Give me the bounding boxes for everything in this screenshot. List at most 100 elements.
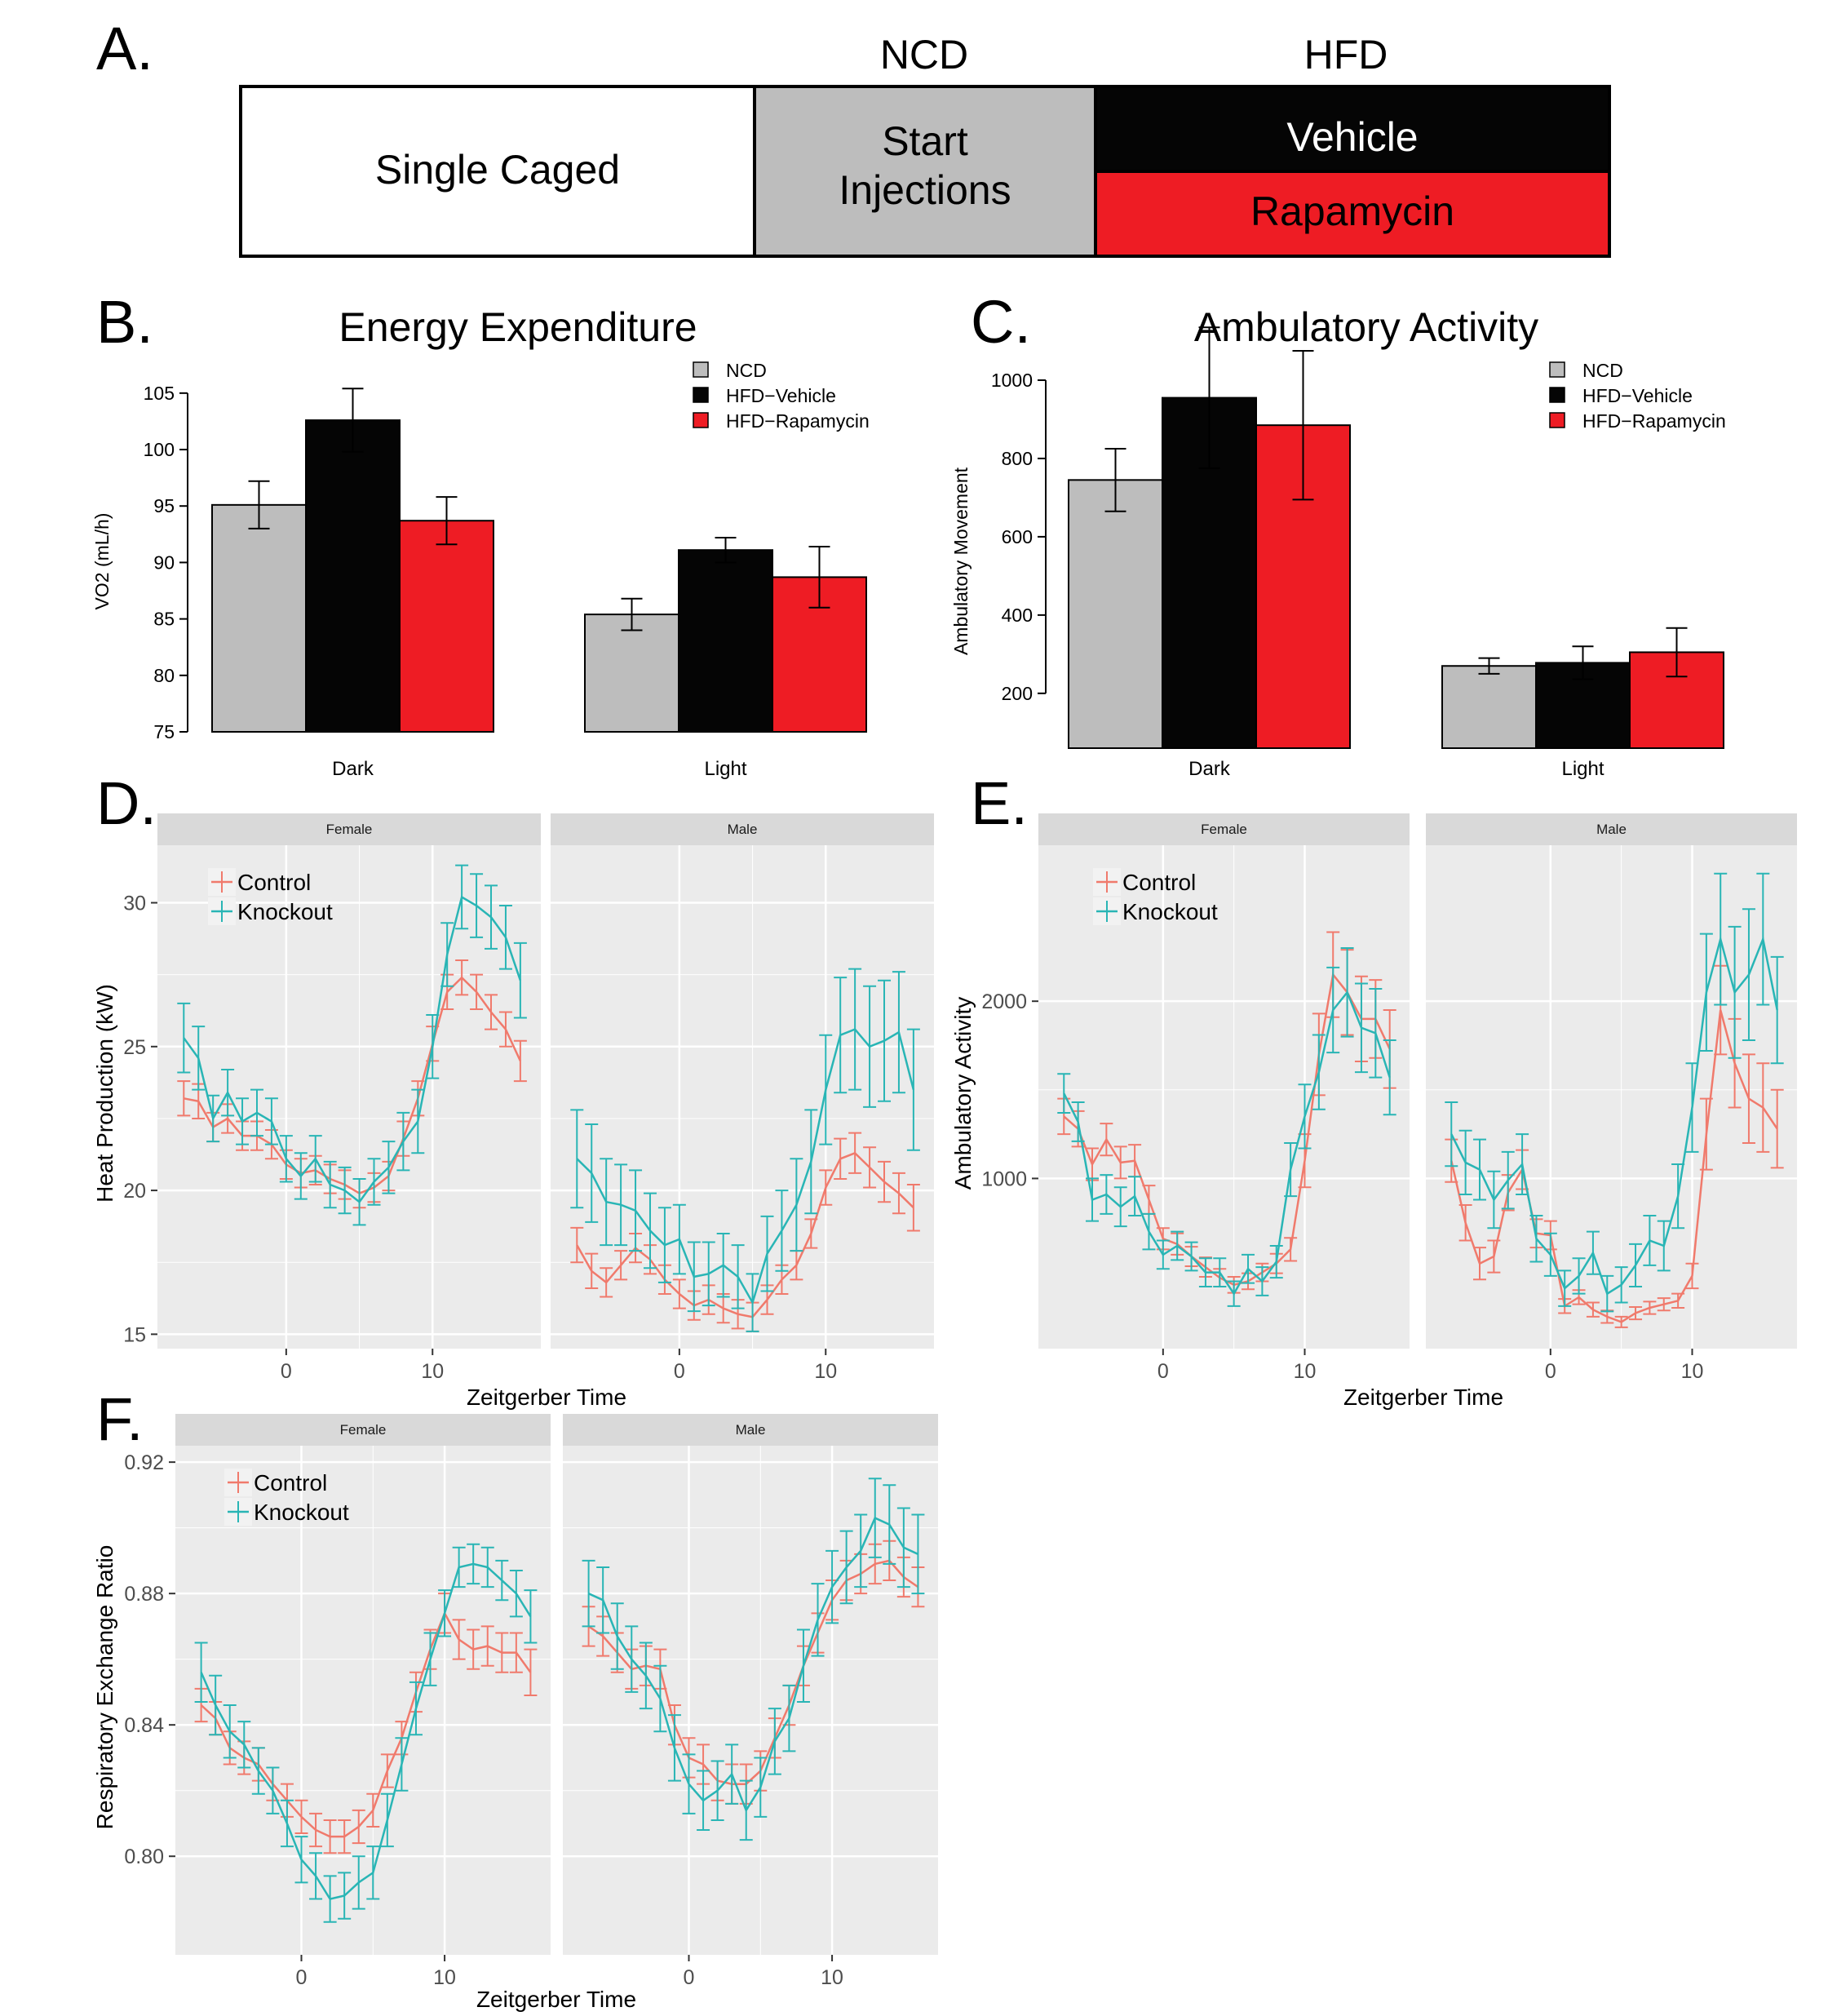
legend: Control Knockout [208, 868, 333, 925]
y-tick-label: 80 [153, 665, 175, 686]
facet-strip-label: Female [340, 1422, 387, 1438]
start-label: Start [882, 118, 968, 164]
panel-d-plot: Female 0 10 15 20 25 30 Control Knockout Male 0 10 [123, 813, 934, 1383]
x-tick-label: 10 [821, 1966, 843, 1989]
panel-e-xlabel: Zeitgerber Time [1343, 1385, 1503, 1410]
y-tick-label: 0.88 [124, 1583, 164, 1606]
y-tick-label: 0.92 [124, 1451, 164, 1474]
series-line-control [587, 1559, 919, 1785]
facet-male: Male 0 10 [1426, 813, 1797, 1383]
facet-strip-label: Female [1201, 822, 1247, 837]
facet-background [175, 1446, 551, 1955]
facet-strip-label: Male [736, 1422, 766, 1438]
y-tick-label: 25 [123, 1036, 146, 1059]
facet-background [551, 845, 934, 1349]
y-tick-label: 2000 [981, 990, 1027, 1013]
panel-e-letter: E. [971, 769, 1028, 837]
panel-f: F. Respiratory Exchange Ratio Zeitgerber… [92, 1385, 938, 2012]
legend-label-hfd-vehicle: HFD−Vehicle [726, 385, 836, 406]
facet-strip-label: Female [326, 822, 373, 837]
panel-f-plot: Female 0 10 0.80 0.84 0.88 0.92 Control Knockout… [124, 1414, 938, 1989]
panel-b-ylabel: VO2 (mL/h) [91, 513, 113, 610]
panel-b-legend: NCD HFD−Vehicle HFD−Rapamycin [693, 360, 870, 432]
category-label-light: Light [704, 758, 746, 780]
facet-female: Female 0 10 15 20 25 30 Control Knockout [123, 813, 541, 1383]
legend-label-control: Control [254, 1470, 327, 1495]
legend-label-ncd: NCD [1582, 360, 1623, 381]
panel-d-xlabel: Zeitgerber Time [467, 1385, 626, 1410]
y-tick-label: 100 [144, 439, 175, 460]
legend: Control Knockout [1093, 868, 1218, 925]
legend-swatch-hfd-rapamycin [1549, 412, 1565, 428]
hfd-header: HFD [1304, 32, 1388, 78]
y-tick-label: 105 [144, 383, 175, 404]
x-tick-label: 10 [433, 1966, 456, 1989]
legend-swatch-hfd-vehicle [1549, 387, 1565, 403]
panel-c-title: Ambulatory Activity [1194, 304, 1538, 350]
legend-swatch-ncd [1549, 361, 1565, 378]
facet-female: Female 0 10 1000 2000 Control Knockout [981, 813, 1410, 1383]
legend-label-knockout: Knockout [1122, 899, 1218, 924]
series-line-knockout [200, 1562, 532, 1901]
legend: Control Knockout [224, 1469, 349, 1526]
series-knockout [1445, 872, 1784, 1313]
y-tick-label: 20 [123, 1180, 146, 1203]
x-tick-label: 10 [1294, 1360, 1317, 1383]
panel-d-letter: D. [96, 769, 157, 837]
y-tick-label: 85 [153, 609, 175, 630]
panel-b-y-axis: 75 80 85 90 95 100 105 [144, 383, 188, 742]
panel-e-plot: Female 0 10 1000 2000 Control Knockout Male 0 10 [981, 813, 1797, 1383]
bar-ncd-light [1441, 665, 1537, 749]
panel-a: A. NCD HFD Single Caged Start Injections… [96, 15, 1611, 258]
panel-c-letter: C. [971, 288, 1031, 356]
legend-swatch-ncd [693, 361, 709, 378]
facet-strip [563, 1414, 938, 1446]
panel-e-ylabel: Ambulatory Activity [950, 997, 976, 1190]
x-tick-label: 0 [281, 1360, 292, 1383]
y-tick-label: 1000 [991, 370, 1033, 391]
y-tick-label: 30 [123, 893, 146, 915]
series-knockout [570, 968, 920, 1332]
y-tick-label: 200 [1002, 683, 1033, 704]
facet-strip [1426, 813, 1797, 845]
facet-strip-label: Male [728, 822, 758, 837]
rapamycin-label: Rapamycin [1250, 188, 1454, 234]
x-tick-label: 0 [296, 1966, 308, 1989]
legend-label-hfd-rapamycin: HFD−Rapamycin [1582, 410, 1726, 432]
y-tick-label: 75 [153, 721, 175, 742]
series-line-knockout [588, 1516, 918, 1813]
series-knockout [582, 1478, 925, 1841]
panel-f-letter: F. [96, 1385, 144, 1453]
y-tick-label: 800 [1002, 448, 1033, 469]
injections-label: Injections [839, 167, 1011, 213]
panel-b-bars: Dark Light [211, 388, 867, 780]
category-label-light: Light [1561, 758, 1604, 780]
category-label-dark: Dark [332, 758, 374, 780]
panel-f-xlabel: Zeitgerber Time [476, 1987, 636, 2012]
legend-label-knockout: Knockout [254, 1500, 349, 1525]
single-caged-label: Single Caged [375, 147, 620, 193]
y-tick-label: 0.80 [124, 1845, 164, 1868]
facet-strip [1038, 813, 1410, 845]
panel-b-title: Energy Expenditure [339, 304, 697, 350]
facet-background [1426, 845, 1797, 1349]
series-line-knockout [1450, 935, 1778, 1296]
y-tick-label: 600 [1002, 526, 1033, 547]
facet-strip [175, 1414, 551, 1446]
bar-ncd-dark [1068, 479, 1163, 749]
panel-f-ylabel: Respiratory Exchange Ratio [92, 1545, 117, 1830]
start-injections-box [753, 85, 1097, 258]
y-tick-label: 0.84 [124, 1714, 164, 1737]
x-tick-label: 0 [1157, 1360, 1169, 1383]
panel-e: E. Ambulatory Activity Zeitgerber Time F… [950, 769, 1797, 1410]
y-tick-label: 1000 [981, 1168, 1027, 1190]
x-tick-label: 10 [421, 1360, 444, 1383]
legend-label-knockout: Knockout [237, 899, 333, 924]
facet-female: Female 0 10 0.80 0.84 0.88 0.92 Control Knockout [124, 1414, 551, 1989]
panel-d-ylabel: Heat Production (kW) [92, 984, 117, 1203]
bar-hfd-vehicle-light [678, 549, 773, 733]
series-line-knockout [576, 1028, 915, 1305]
facet-strip [551, 813, 934, 845]
series-line-knockout [1063, 990, 1391, 1296]
